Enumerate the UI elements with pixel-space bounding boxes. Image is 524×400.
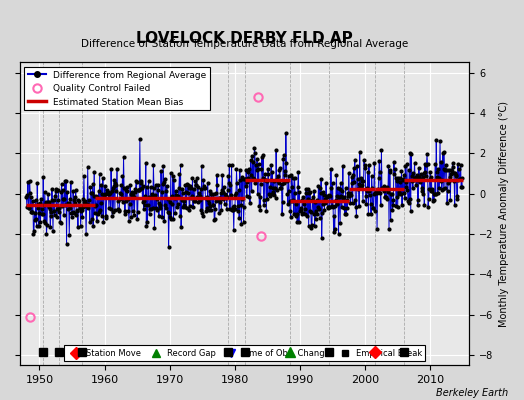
Legend: Station Move, Record Gap, Time of Obs. Change, Empirical Break: Station Move, Record Gap, Time of Obs. C… [64, 346, 425, 361]
Y-axis label: Monthly Temperature Anomaly Difference (°C): Monthly Temperature Anomaly Difference (… [499, 101, 509, 327]
Text: Difference of Station Temperature Data from Regional Average: Difference of Station Temperature Data f… [81, 39, 408, 49]
Title: LOVELOCK DERBY FLD AP: LOVELOCK DERBY FLD AP [136, 31, 353, 46]
Text: Berkeley Earth: Berkeley Earth [436, 388, 508, 398]
